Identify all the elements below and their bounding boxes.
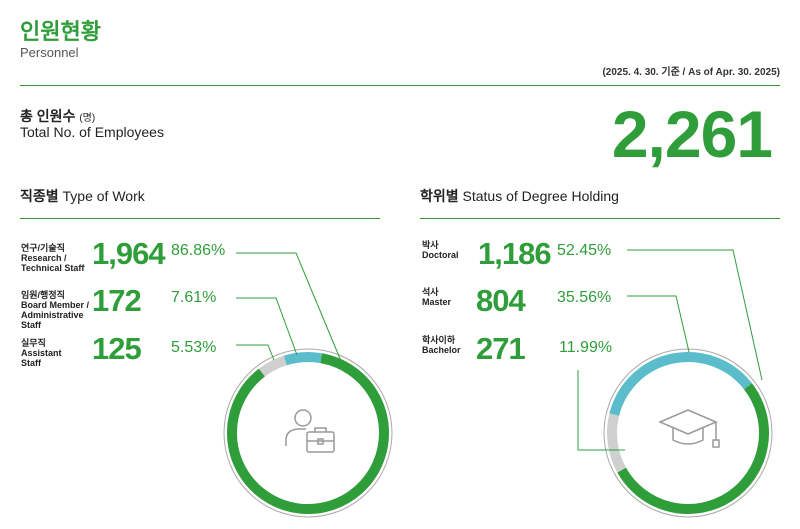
reference-date: (2025. 4. 30. 기준 / As of Apr. 30. 2025) <box>602 67 780 78</box>
divider <box>20 85 780 86</box>
degree-label-master: 석사 Master <box>422 287 452 307</box>
degree-value-doctoral: 1,186 <box>478 236 552 271</box>
donut-segment-research <box>227 353 389 514</box>
degree-value-master: 804 <box>476 283 526 318</box>
donut-segment-doctoral <box>617 383 769 514</box>
page-title: 인원현황 <box>20 19 101 44</box>
work-value-admin: 172 <box>92 283 142 318</box>
divider <box>20 218 380 219</box>
donut-segment-bachelor <box>607 413 627 473</box>
donut-outline <box>603 348 773 518</box>
work-label-admin: 임원/행정직 Board Member / Administrative Staf… <box>21 290 90 330</box>
work-value-research: 1,964 <box>92 236 166 271</box>
total-value: 2,261 <box>611 97 773 171</box>
leader-line-research <box>236 252 342 362</box>
donut-outline <box>223 348 393 518</box>
work-donut <box>223 348 393 518</box>
work-value-assistant: 125 <box>92 331 142 366</box>
person-briefcase-icon <box>285 409 335 453</box>
work-label-assistant: 실무직 Assistant Staff <box>21 338 62 368</box>
degree-pct-bachelor: 11.99% <box>559 339 613 356</box>
leader-line-assistant <box>236 344 275 361</box>
page-subtitle: Personnel <box>20 45 79 60</box>
graduation-cap-icon <box>658 409 720 448</box>
work-pct-admin: 7.61% <box>171 289 217 306</box>
leader-line-admin <box>236 297 298 356</box>
degree-section-title: 학위별 Status of Degree Holding <box>420 188 619 204</box>
work-pct-assistant: 5.53% <box>171 339 217 356</box>
degree-label-bachelor: 학사이하 Bachelor <box>422 335 461 355</box>
donut-segment-master <box>609 352 752 416</box>
degree-pct-master: 35.56% <box>557 289 612 306</box>
degree-label-doctoral: 박사 Doctoral <box>422 240 459 260</box>
work-section-title: 직종별 Type of Work <box>20 188 145 204</box>
leader-line-master <box>627 295 690 353</box>
donut-segment-assistant <box>258 355 287 377</box>
leader-line-bachelor <box>577 370 625 451</box>
work-pct-research: 86.86% <box>171 242 226 259</box>
total-label-en: Total No. of Employees <box>20 124 164 140</box>
degree-donut <box>603 348 773 518</box>
divider <box>420 218 780 219</box>
total-label-ko: 총 인원수 (명) <box>20 108 96 124</box>
leader-line-doctoral <box>627 249 763 381</box>
work-label-research: 연구/기술직 Research / Technical Staff <box>21 243 85 273</box>
degree-pct-doctoral: 52.45% <box>557 242 612 259</box>
degree-value-bachelor: 271 <box>476 331 526 366</box>
donut-segment-board <box>283 352 323 366</box>
